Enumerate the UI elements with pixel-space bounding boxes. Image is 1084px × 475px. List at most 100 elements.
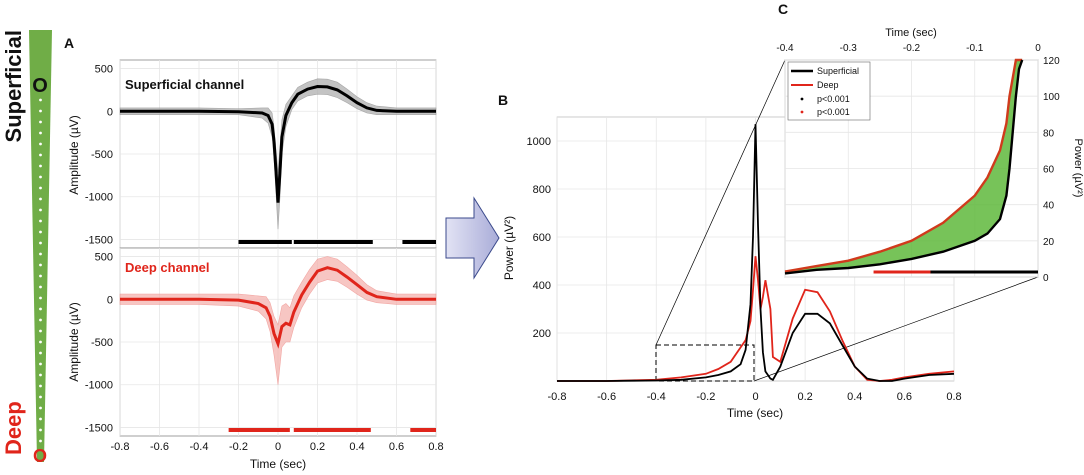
x-tick-label: -0.4 <box>647 391 666 403</box>
probe-site <box>39 120 42 124</box>
probe-site <box>39 186 42 190</box>
y-tick-label: 0 <box>107 294 113 306</box>
panel-a-xlabel: Time (sec) <box>250 457 306 471</box>
superficial-power-line <box>557 124 955 382</box>
panel-b-xlabel: Time (sec) <box>727 406 783 420</box>
probe: O O Superficial Deep <box>1 30 52 466</box>
probe-site <box>39 296 42 300</box>
probe-site <box>39 373 42 377</box>
panel-c-legend: Superficial Deep p<0.001 p<0.001 <box>787 61 871 121</box>
panel-a-bottom-yticks: 500 0 -500 -1000 -1500 <box>85 252 113 435</box>
y-tick-label: 200 <box>533 328 551 340</box>
probe-site <box>39 351 42 355</box>
deep-mean-line <box>120 266 436 349</box>
y-tick-label: -500 <box>91 149 113 161</box>
y-tick-label: -1500 <box>85 422 113 434</box>
y-tick-label: -1000 <box>85 380 113 392</box>
deep-power-line <box>557 256 955 382</box>
y-tick-label: -1500 <box>85 234 113 246</box>
y-tick-label: -500 <box>91 337 113 349</box>
probe-site <box>39 329 42 333</box>
y-tick-label: 500 <box>95 64 113 76</box>
y-tick-label: 0 <box>1043 273 1049 284</box>
x-tick-label: -0.4 <box>776 43 794 54</box>
probe-site <box>39 384 42 388</box>
panel-b-xticks: -0.8 -0.6 -0.4 -0.2 0 0.2 0.4 0.6 0.8 <box>548 391 962 403</box>
zoom-connector-bottom <box>753 276 1039 382</box>
x-tick-label: -0.1 <box>966 43 984 54</box>
probe-site <box>39 109 42 113</box>
panel-a-letter: A <box>64 35 74 51</box>
x-tick-label: 0 <box>752 391 758 403</box>
probe-site <box>39 285 42 289</box>
x-tick-label: -0.4 <box>190 441 209 453</box>
probe-bottom-marker: O <box>33 446 47 466</box>
x-tick-label: 0.2 <box>797 391 812 403</box>
probe-top-label: Superficial <box>1 30 26 142</box>
x-tick-label: 0.8 <box>428 441 443 453</box>
probe-bottom-label: Deep <box>1 401 26 455</box>
probe-site <box>39 395 42 399</box>
y-tick-label: 20 <box>1043 237 1055 248</box>
legend-marker-deep-sig <box>800 110 804 114</box>
legend-label-superficial-sig: p<0.001 <box>817 94 850 104</box>
y-tick-label: 40 <box>1043 201 1055 212</box>
probe-sites <box>39 98 42 443</box>
y-tick-label: 600 <box>533 232 551 244</box>
panel-a-top-ylabel: Amplitude (µV) <box>67 115 81 195</box>
y-tick-label: 400 <box>533 280 551 292</box>
panel-a-top-title: Superficial channel <box>125 77 244 92</box>
legend-marker-superficial-sig <box>800 97 804 101</box>
x-tick-label: -0.2 <box>903 43 921 54</box>
x-tick-label: 0 <box>1035 43 1041 54</box>
deep-std-band <box>119 256 437 385</box>
panel-a-xticks: -0.8 -0.6 -0.4 -0.2 0 0.2 0.4 0.6 0.8 <box>111 441 444 453</box>
x-tick-label: 0.6 <box>389 441 404 453</box>
panel-c-plot: Superficial Deep p<0.001 p<0.001 -0.4 -0… <box>776 27 1084 284</box>
deep-zoom-line <box>784 58 1023 273</box>
probe-site <box>39 252 42 256</box>
legend-label-superficial: Superficial <box>817 66 859 76</box>
probe-site <box>39 219 42 223</box>
transition-arrow <box>445 196 500 280</box>
probe-site <box>39 230 42 234</box>
difference-area <box>785 60 1023 274</box>
probe-site <box>39 340 42 344</box>
probe-site <box>39 241 42 245</box>
superficial-mean-line <box>120 84 436 203</box>
x-tick-label: -0.8 <box>548 391 567 403</box>
x-tick-label: 0.6 <box>897 391 912 403</box>
y-tick-label: 60 <box>1043 165 1055 176</box>
x-tick-label: 0.8 <box>946 391 961 403</box>
probe-top-marker: O <box>32 75 48 97</box>
panel-b-ylabel: Power (µV²) <box>502 216 516 280</box>
panel-a-bottom-title: Deep channel <box>125 260 210 275</box>
y-tick-label: 0 <box>107 106 113 118</box>
probe-site <box>39 428 42 432</box>
probe-shank <box>29 30 52 462</box>
probe-site <box>39 153 42 157</box>
y-tick-label: -1000 <box>85 192 113 204</box>
superficial-zoom-line <box>784 59 1024 275</box>
probe-site <box>39 142 42 146</box>
x-tick-label: -0.6 <box>150 441 169 453</box>
probe-site <box>39 274 42 278</box>
panel-a-top-plot: 500 0 -500 -1000 -1500 Superficial chann… <box>67 59 437 249</box>
panel-c-yticks: 120 100 80 60 40 20 0 <box>1043 56 1060 284</box>
probe-site <box>39 362 42 366</box>
probe-site <box>39 318 42 322</box>
probe-site <box>39 307 42 311</box>
x-tick-label: 0.2 <box>310 441 325 453</box>
x-tick-label: -0.6 <box>597 391 616 403</box>
panel-a-bottom-plot: 500 0 -500 -1000 -1500 Deep channel Ampl… <box>67 247 444 471</box>
zoom-box <box>655 344 755 382</box>
panel-c-ylabel: Power (µV²) <box>1072 139 1084 198</box>
probe-site <box>39 164 42 168</box>
x-tick-label: -0.3 <box>840 43 858 54</box>
y-tick-label: 100 <box>1043 92 1060 103</box>
panel-a-top-yticks: 500 0 -500 -1000 -1500 <box>85 64 113 247</box>
x-tick-label: 0 <box>275 441 281 453</box>
x-tick-label: 0.4 <box>349 441 364 453</box>
panel-a-bottom-ylabel: Amplitude (µV) <box>67 302 81 382</box>
